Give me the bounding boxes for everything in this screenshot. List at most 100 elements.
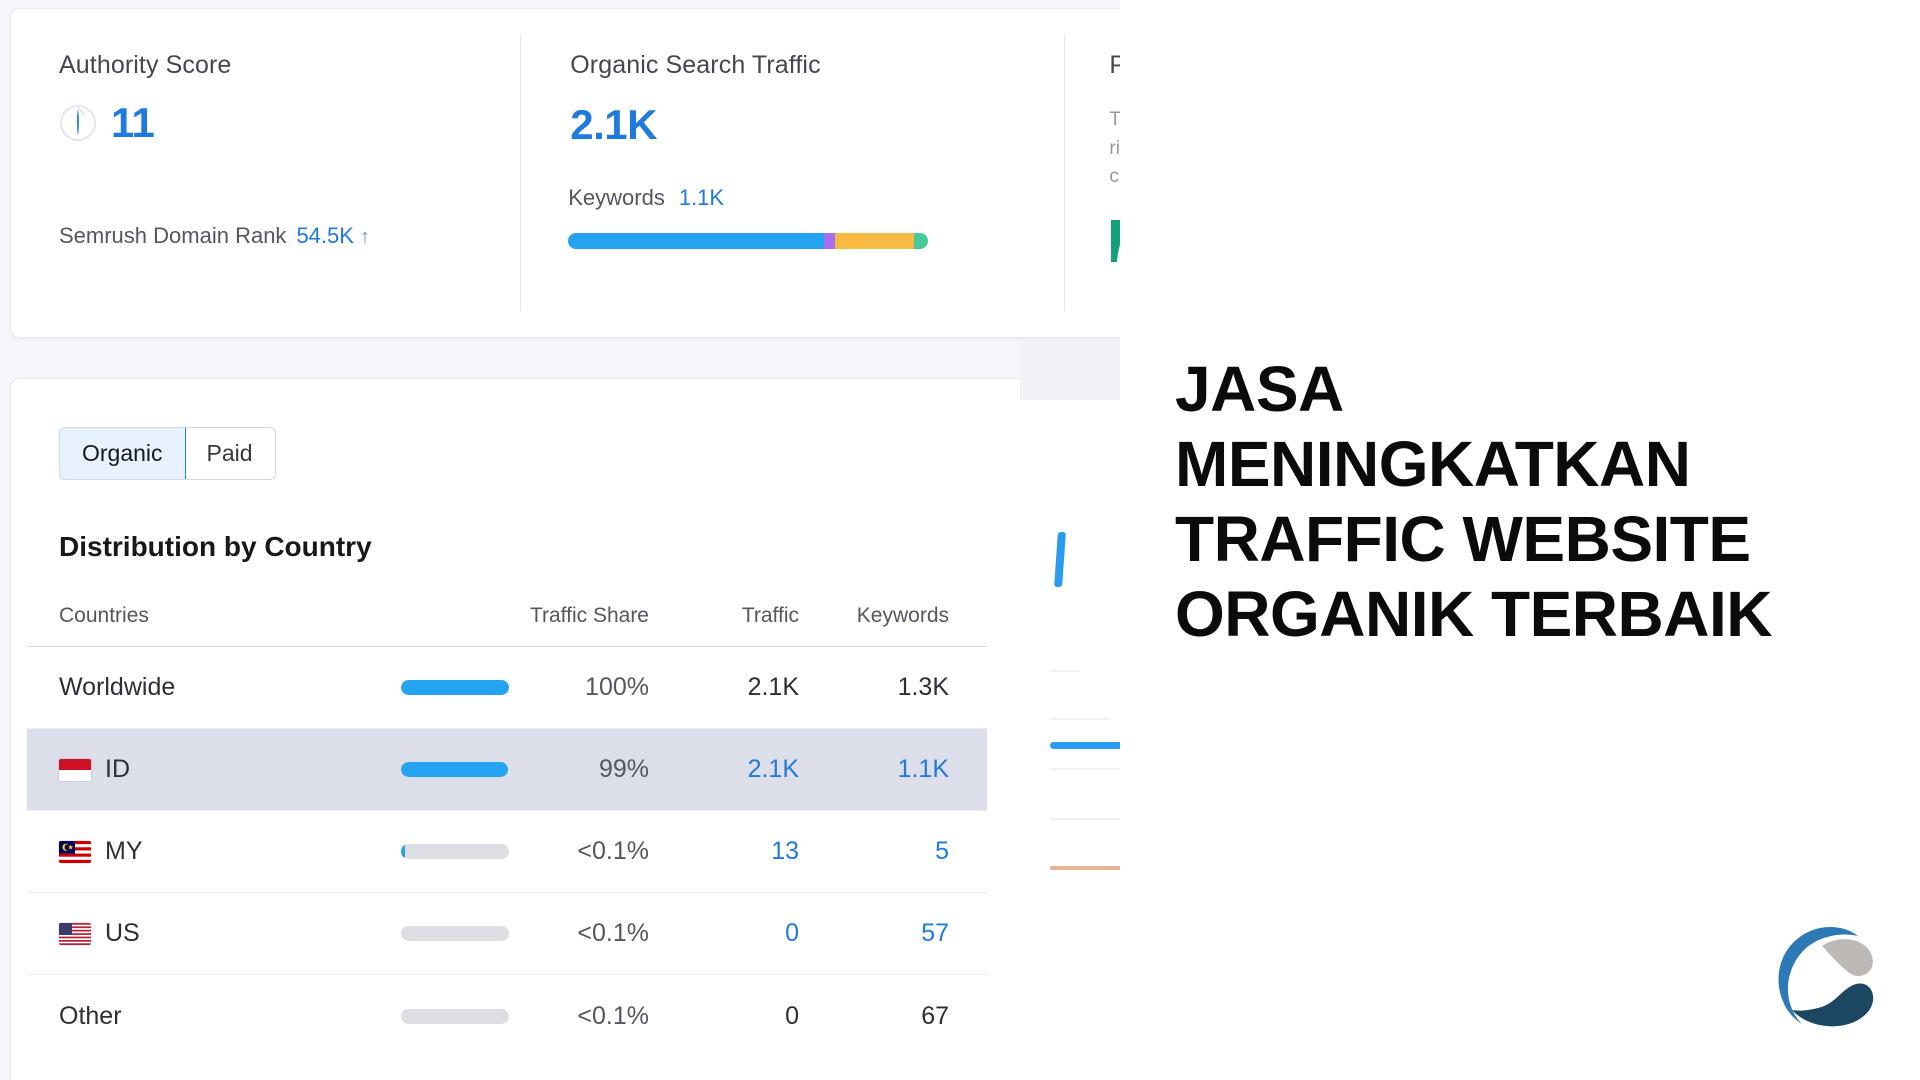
paid-desc-line-2: right no — [1109, 137, 1120, 159]
table-row[interactable]: US <0.1% 0 57 — [27, 893, 987, 975]
cell-traffic-share-bar — [359, 1008, 509, 1024]
country-name: Other — [59, 1001, 122, 1030]
c-wave-logo-icon — [1762, 912, 1890, 1040]
authority-score-value: 11 — [111, 99, 155, 146]
keywords-value: 1.1K — [678, 185, 725, 210]
chart-gridline — [1050, 768, 1120, 770]
chart-line-fragment-blue — [1054, 532, 1066, 587]
cell-country: MY — [59, 837, 359, 866]
share-bar-fill — [401, 762, 508, 777]
traffic-trend-chart: Oct 5 — [1040, 420, 1120, 1060]
headline-line-3: TRAFFIC WEBSITE — [1175, 502, 1751, 575]
cell-traffic-share-value: 99% — [598, 755, 649, 783]
toggle-organic[interactable]: Organic — [59, 428, 186, 479]
cell-traffic: 0 — [785, 1001, 799, 1030]
table-row[interactable]: ID 99% 2.1K 1.1K — [27, 729, 987, 811]
distribution-title: Distribution by Country — [59, 531, 372, 562]
distribution-card: Organic Paid Distribution by Country Cou… — [10, 378, 1120, 1080]
share-bar-track — [401, 762, 509, 777]
table-header-row: Countries Traffic Share Traffic Keywords — [27, 604, 987, 647]
country-distribution-table: Countries Traffic Share Traffic Keywords… — [27, 604, 987, 1057]
cell-keywords: 67 — [921, 1001, 949, 1030]
paid-traffic-title: Paid Search Tra — [1109, 51, 1120, 79]
table-row[interactable]: Worldwide 100% 2.1K 1.3K — [27, 647, 987, 729]
organic-search-traffic-metric: Organic Search Traffic 2.1K Keywords 1.1K — [520, 9, 1064, 337]
authority-score-title: Authority Score — [59, 51, 232, 79]
share-bar-fill — [401, 680, 509, 695]
cell-traffic-share-bar — [359, 680, 509, 695]
cell-traffic-share-value: <0.1% — [577, 1001, 649, 1030]
chart-gridline — [1050, 718, 1110, 720]
authority-score-metric: Authority Score 11 Semrush Domain Rank 54… — [11, 9, 520, 337]
headline-line-1: JASA — [1175, 353, 1344, 425]
cell-country: Other — [59, 1002, 359, 1031]
cell-traffic-share-bar — [359, 926, 509, 941]
semrush-domain-rank: Semrush Domain Rank 54.5K ↑ — [59, 223, 370, 249]
arrow-up-icon: ↑ — [359, 226, 370, 248]
share-bar-track — [401, 926, 509, 941]
headline-line-4: ORGANIK TERBAIK — [1175, 577, 1772, 650]
toggle-paid[interactable]: Paid — [206, 440, 253, 466]
domain-rank-value: 54.5K — [296, 223, 354, 248]
traffic-type-toggle[interactable]: Organic Paid — [59, 427, 276, 480]
table-body: Worldwide 100% 2.1K 1.3K ID 99% 2.1K 1.1K MY <0.1… — [27, 647, 987, 1057]
promo-overlay-panel — [1120, 0, 1920, 1080]
cell-traffic-share-value: <0.1% — [577, 837, 649, 865]
table-row[interactable]: Other <0.1% 0 67 — [27, 975, 987, 1057]
country-name: US — [105, 919, 140, 947]
flag-icon-usa — [59, 922, 91, 945]
organic-traffic-title: Organic Search Traffic — [570, 51, 821, 79]
organic-traffic-value: 2.1K — [570, 101, 657, 148]
cell-country: Worldwide — [59, 673, 359, 702]
country-name: MY — [105, 837, 143, 865]
share-bar-track — [401, 1008, 509, 1024]
green-check-mark-icon — [1109, 218, 1120, 269]
chart-series-organic — [1050, 742, 1120, 749]
authority-gauge-icon — [59, 104, 97, 142]
country-name: ID — [105, 755, 130, 783]
chart-gridline — [1050, 818, 1120, 820]
keywords-bar-segment-orange — [834, 233, 914, 249]
column-header-traffic-share: Traffic Share — [529, 604, 649, 627]
table-row[interactable]: MY <0.1% 13 5 — [27, 811, 987, 893]
country-name: Worldwide — [59, 673, 176, 701]
cell-keywords[interactable]: 57 — [921, 919, 949, 947]
keywords-bar-segment-top3 — [568, 233, 824, 249]
cell-traffic-share-value: <0.1% — [577, 919, 649, 947]
headline-line-2: MENINGKATKAN — [1175, 427, 1691, 500]
paid-traffic-description: The domai right no creat — [1109, 106, 1120, 192]
cell-traffic[interactable]: 13 — [771, 837, 799, 865]
keywords-label: Keywords — [568, 185, 665, 210]
paid-search-traffic-metric: Paid Search Tra The domai right no creat — [1064, 9, 1120, 337]
keywords-bar-segment-green — [913, 233, 929, 249]
paid-desc-line-1: The domai — [1109, 109, 1120, 130]
cell-keywords[interactable]: 5 — [935, 837, 949, 865]
cell-traffic[interactable]: 2.1K — [747, 755, 799, 783]
cell-keywords: 1.3K — [897, 673, 949, 701]
cell-country: ID — [59, 755, 359, 784]
organic-keywords-block: Keywords 1.1K — [568, 185, 929, 249]
share-bar-fill — [401, 844, 406, 859]
domain-rank-label: Semrush Domain Rank — [59, 223, 287, 248]
cell-traffic[interactable]: 0 — [785, 919, 799, 947]
cell-keywords[interactable]: 1.1K — [897, 755, 949, 783]
flag-icon-indonesia — [59, 758, 91, 781]
chart-gridline — [1050, 670, 1080, 672]
metrics-card: Authority Score 11 Semrush Domain Rank 54… — [10, 8, 1120, 338]
cell-traffic: 2.1K — [747, 673, 799, 701]
column-header-traffic: Traffic — [741, 604, 799, 627]
cell-traffic-share-bar — [359, 762, 509, 777]
cell-traffic-share-value: 100% — [585, 673, 649, 701]
share-bar-track — [401, 844, 509, 859]
cell-traffic-share-bar — [359, 844, 509, 859]
promo-headline: JASA MENINGKATKAN TRAFFIC WEBSITE ORGANI… — [1175, 352, 1915, 652]
overlay-notch — [1020, 340, 1130, 400]
share-bar-track — [401, 680, 509, 695]
cell-country: US — [59, 919, 359, 948]
column-header-countries: Countries — [59, 604, 149, 627]
semrush-screenshot-region: Authority Score 11 Semrush Domain Rank 54… — [10, 8, 1120, 1080]
chart-series-paid — [1050, 866, 1120, 870]
keywords-bar-segment-purple — [823, 233, 835, 249]
paid-desc-line-3: creat — [1109, 166, 1120, 187]
column-header-keywords: Keywords — [856, 604, 949, 627]
